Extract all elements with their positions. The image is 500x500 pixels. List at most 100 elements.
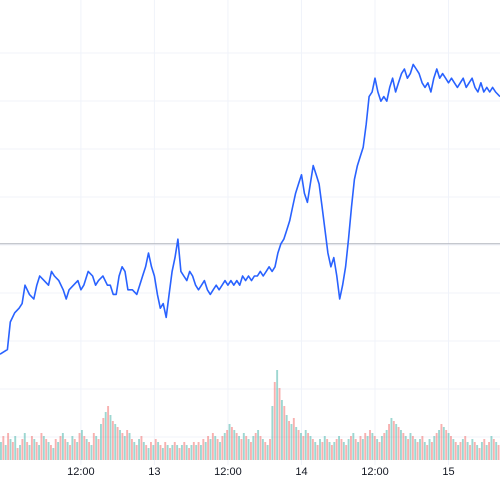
volume-bar xyxy=(259,436,262,460)
volume-bar xyxy=(0,442,2,460)
volume-bar xyxy=(488,442,490,460)
volume-bar xyxy=(254,433,257,460)
volume-bar xyxy=(40,433,43,460)
volume-bar xyxy=(476,445,479,460)
volume-bar xyxy=(119,430,121,460)
volume-bar xyxy=(152,445,155,460)
volume-bar xyxy=(245,436,248,460)
x-tick-label: 13 xyxy=(148,466,160,478)
volume-bar xyxy=(333,442,336,460)
volume-bar xyxy=(407,439,410,460)
volume-bar xyxy=(14,436,17,460)
volume-bar xyxy=(354,439,357,460)
volume-bar xyxy=(347,439,350,460)
volume-bar xyxy=(419,439,421,460)
volume-bar xyxy=(230,427,233,460)
volume-bar xyxy=(76,442,79,460)
volume-bar xyxy=(485,445,488,460)
volume-bar xyxy=(319,439,321,460)
volume-bar xyxy=(357,442,360,460)
volume-bar xyxy=(471,439,474,460)
volume-bar xyxy=(466,442,469,460)
volume-bar xyxy=(307,433,310,460)
volume-bar xyxy=(426,445,429,460)
volume-bar xyxy=(64,439,67,460)
volume-bar xyxy=(450,436,452,460)
volume-bar xyxy=(247,439,250,460)
volume-bar xyxy=(421,436,424,460)
volume-bar xyxy=(459,442,462,460)
volume-bar xyxy=(140,436,143,460)
volume-bar xyxy=(302,436,305,460)
volume-bar xyxy=(369,430,371,460)
volume-bar xyxy=(102,418,105,460)
volume-bar xyxy=(380,436,383,460)
volume-bar xyxy=(435,433,438,460)
volume-bar xyxy=(361,439,364,460)
volume-bar xyxy=(276,370,279,460)
volume-bar xyxy=(226,430,229,460)
volume-bar xyxy=(416,442,419,460)
volume-bar xyxy=(47,442,50,460)
volume-bar xyxy=(438,430,440,460)
volume-bar xyxy=(28,445,31,460)
volume-bar xyxy=(440,424,443,460)
volume-bar xyxy=(171,445,174,460)
volume-bar xyxy=(378,442,381,460)
volume-bar xyxy=(273,382,276,460)
volume-bar xyxy=(252,436,255,460)
volume-bar xyxy=(376,439,379,460)
volume-bar xyxy=(430,442,433,460)
volume-bar xyxy=(402,433,405,460)
volume-bar xyxy=(85,439,88,460)
volume-bar xyxy=(390,418,393,460)
volume-bar xyxy=(161,448,164,460)
volume-bar xyxy=(297,430,300,460)
volume-bar xyxy=(445,430,448,460)
volume-bars xyxy=(0,370,500,460)
volume-bar xyxy=(116,427,119,460)
volume-bar xyxy=(164,442,167,460)
volume-bar xyxy=(464,436,467,460)
price-series-line xyxy=(0,63,500,355)
volume-bar xyxy=(190,445,193,460)
volume-bar xyxy=(316,445,319,460)
volume-bar xyxy=(90,445,93,460)
volume-bar xyxy=(219,442,221,460)
volume-bar xyxy=(411,436,414,460)
volume-bar xyxy=(366,436,369,460)
volume-bar xyxy=(121,433,124,460)
volume-bar xyxy=(383,433,386,460)
volume-bar xyxy=(238,436,240,460)
volume-bar xyxy=(178,448,181,460)
volume-bar xyxy=(285,415,288,460)
volume-bar xyxy=(221,436,224,460)
volume-bar xyxy=(395,424,398,460)
volume-bar xyxy=(176,445,179,460)
volume-bar xyxy=(73,439,76,460)
volume-bar xyxy=(240,439,243,460)
volume-bar xyxy=(314,442,317,460)
volume-bar xyxy=(385,430,388,460)
volume-bar xyxy=(264,442,267,460)
volume-bar xyxy=(202,439,205,460)
volume-bar xyxy=(288,421,290,460)
volume-bar xyxy=(107,406,110,460)
volume-bar xyxy=(492,439,495,460)
volume-bar xyxy=(442,427,445,460)
volume-bar xyxy=(188,448,190,460)
volume-bar xyxy=(138,439,140,460)
volume-bar xyxy=(192,442,195,460)
volume-bar xyxy=(38,445,40,460)
volume-bar xyxy=(26,442,29,460)
volume-bar xyxy=(490,436,493,460)
volume-bar xyxy=(269,439,271,460)
volume-bar xyxy=(469,445,471,460)
x-axis-ticks: 12:00 13 12:00 14 12:00 15 xyxy=(67,466,455,478)
volume-bar xyxy=(345,445,348,460)
volume-bar xyxy=(83,436,86,460)
volume-bar xyxy=(290,424,293,460)
volume-bar xyxy=(16,448,19,460)
volume-bar xyxy=(157,442,160,460)
